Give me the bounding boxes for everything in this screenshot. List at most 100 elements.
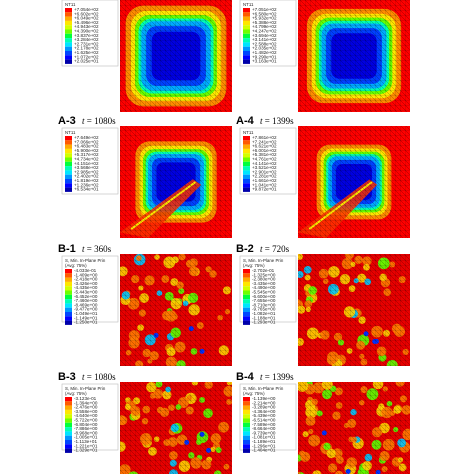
legend-value: -1.139e+00: [252, 396, 276, 401]
legend-swatch: [243, 269, 250, 274]
legend-swatch: [243, 161, 250, 167]
legend-title: NT11: [243, 130, 254, 135]
legend-value: -1.005e+01: [74, 435, 98, 440]
legend-value: +4.141e+02: [252, 161, 277, 166]
contour-plot: [120, 126, 232, 238]
legend-value: -1.113e+01: [74, 439, 97, 444]
legend-swatch: [243, 312, 250, 317]
legend-swatch: [243, 427, 250, 432]
legend-value: +5.388e+02: [252, 20, 277, 25]
legend-value: +1.041e+02: [252, 182, 277, 187]
legend-value: -1.189e+01: [252, 439, 276, 444]
legend-value: -1.409e+00: [74, 272, 98, 277]
legend-swatch: [243, 51, 250, 56]
legend-value: +5.496e+02: [74, 20, 99, 25]
legend-swatch: [243, 46, 250, 51]
legend-value: +2.588e+02: [252, 41, 277, 46]
legend-swatch: [243, 277, 250, 282]
legend-value: +2.731e+02: [74, 41, 99, 46]
legend-swatch: [243, 286, 250, 291]
legend-swatch: [243, 8, 250, 13]
legend-value: +3.694e+02: [252, 33, 277, 38]
panel-time: t = 1080s: [82, 372, 116, 382]
legend-swatch: [243, 170, 250, 175]
contour-plot: [298, 0, 410, 112]
legend-value: +7.051e+02: [252, 7, 277, 12]
legend-value: -1.293e+01: [252, 320, 276, 325]
legend-swatch: [65, 401, 72, 406]
legend-swatch: [65, 144, 72, 149]
legend: NT11+7.649e+02+7.066e+02+6.483e+02+5.900…: [61, 127, 119, 195]
legend-swatch: [65, 170, 72, 175]
legend-value: +3.163e+01: [252, 59, 277, 64]
panel-a-4: A-4 t = 1399sNT11+7.861e+02+7.241e+02+6.6…: [236, 115, 410, 238]
legend-value: -5.439e+00: [252, 413, 276, 418]
legend-swatch: [65, 273, 72, 278]
panel-label: A-3: [58, 115, 76, 127]
legend-swatch: [65, 405, 72, 410]
legend-swatch: [65, 183, 72, 188]
legend-swatch: [243, 153, 250, 158]
legend-value: -2.418e+00: [74, 277, 98, 282]
legend-swatch: [65, 161, 72, 167]
legend-value: +4.799e+02: [252, 24, 277, 29]
panel-label: B-2: [236, 243, 254, 255]
legend-swatch: [243, 29, 250, 34]
legend-swatch: [243, 444, 250, 449]
legend-value: +4.761e+02: [252, 157, 277, 162]
legend-swatch: [65, 290, 72, 295]
legend-value: -2.380e+00: [252, 277, 276, 282]
legend-swatch: [243, 25, 250, 30]
legend-value: -1.329e+01: [74, 448, 98, 453]
legend-value: -3.435e+00: [252, 281, 276, 286]
legend-title: (Avg: 75%): [65, 391, 87, 396]
legend-value: +3.284e+02: [74, 37, 99, 42]
legend-swatch: [243, 422, 250, 428]
legend-value: +6.621e+02: [252, 144, 277, 149]
legend: S, Min. In-Plane Prin(Avg: 75%)-4.033e-0…: [61, 255, 119, 325]
legend-swatch: [243, 440, 250, 445]
legend-swatch: [243, 401, 250, 406]
legend-title: S, Min. In-Plane Prin: [243, 258, 284, 263]
legend-value: +1.482e+02: [252, 50, 277, 55]
legend-swatch: [65, 148, 72, 154]
legend-swatch: [65, 16, 72, 21]
legend-value: -2.476e+00: [74, 405, 98, 410]
legend-swatch: [65, 42, 72, 47]
panel-label: B-3: [58, 371, 76, 383]
legend-value: +9.872e+01: [252, 187, 277, 192]
legend-value: +4.943e+02: [74, 24, 99, 29]
legend-swatch: [243, 397, 250, 402]
legend-value: +1.072e+02: [74, 54, 99, 59]
legend-value: -1.081e+01: [252, 435, 276, 440]
legend-value: -3.289e+00: [252, 405, 276, 410]
legend-swatch: [243, 33, 250, 39]
legend-swatch: [65, 409, 72, 415]
legend-value: +2.025e+01: [74, 59, 99, 64]
legend-swatch: [65, 33, 72, 39]
legend-title: NT11: [243, 2, 254, 7]
legend-value: +6.602e+02: [74, 11, 99, 16]
legend-swatch: [243, 290, 250, 295]
legend-value: -8.469e+00: [74, 302, 98, 307]
legend-value: +5.381e+02: [252, 152, 277, 157]
legend-swatch: [243, 179, 250, 184]
legend-value: -9.765e+00: [252, 307, 276, 312]
legend-swatch: [65, 418, 72, 423]
legend-swatch: [243, 431, 250, 436]
legend-value: +1.661e+02: [252, 178, 277, 183]
legend-swatch: [243, 166, 250, 171]
legend-swatch: [65, 303, 72, 308]
legend-swatch: [65, 25, 72, 30]
legend-swatch: [65, 55, 72, 60]
legend-swatch: [243, 299, 250, 304]
legend-swatch: [65, 140, 72, 145]
legend-swatch: [65, 299, 72, 304]
legend-value: -1.188e+01: [252, 315, 276, 320]
legend-value: +5.900e+02: [74, 148, 99, 153]
legend-value: +7.054e+02: [74, 7, 99, 12]
legend-swatch: [243, 42, 250, 47]
legend-swatch: [243, 320, 250, 325]
